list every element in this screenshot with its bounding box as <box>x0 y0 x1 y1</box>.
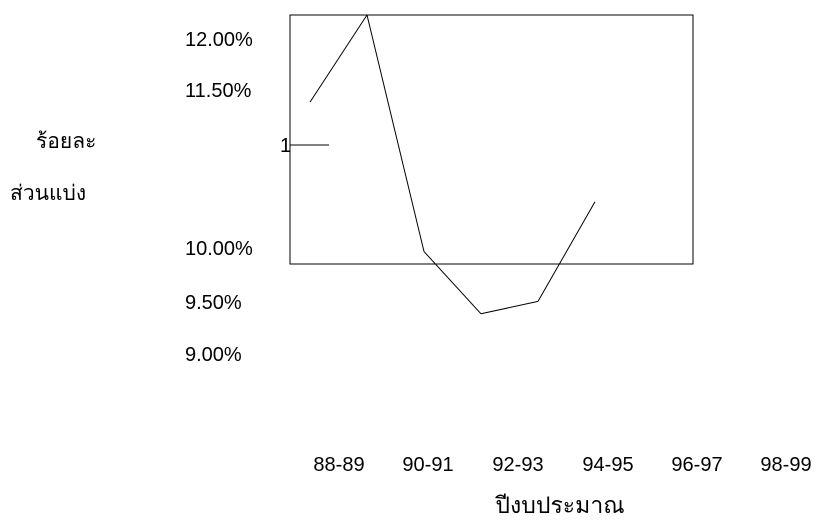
y-tick-label: 12.00% <box>185 29 253 51</box>
y-axis-label-line2: ส่วนแบ่ง <box>10 182 87 205</box>
series-segment <box>309 14 368 103</box>
series-segment <box>537 201 596 302</box>
series-layer <box>290 14 596 315</box>
y-tick-label: 10.00% <box>185 238 253 260</box>
series-segment <box>480 300 539 315</box>
x-tick-label: 90-91 <box>402 454 454 476</box>
y-tick-label: 11.50% <box>185 80 252 102</box>
y-axis-label-line1: ร้อยละ <box>36 130 97 153</box>
stray-label: 1 <box>280 135 292 157</box>
x-tick-label: 92-93 <box>492 454 544 476</box>
x-tick-label: 94-95 <box>582 454 634 476</box>
x-tick-label: 98-99 <box>760 454 812 476</box>
x-axis-label: ปีงบประมาณ <box>495 492 625 518</box>
y-tick-label: 9.00% <box>185 344 242 366</box>
plot-frame <box>289 14 694 265</box>
x-tick-label: 96-97 <box>671 454 723 476</box>
series-segment <box>423 251 482 315</box>
y-tick-label: 9.50% <box>185 292 242 314</box>
x-tick-label: 88-89 <box>313 454 365 476</box>
series-segment <box>366 14 425 252</box>
